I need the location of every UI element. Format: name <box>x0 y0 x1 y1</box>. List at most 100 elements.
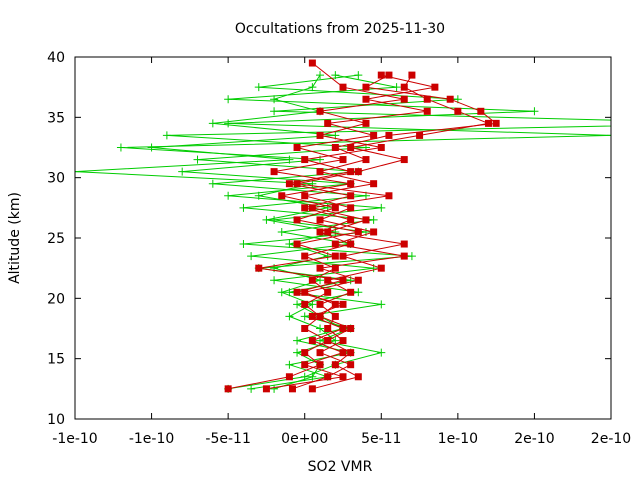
data-point <box>316 276 325 285</box>
data-point <box>255 264 263 272</box>
y-tick-label: 10 <box>47 412 65 428</box>
data-point <box>377 348 386 357</box>
data-point <box>347 204 355 212</box>
data-point <box>339 337 347 345</box>
data-point <box>316 349 324 357</box>
data-series <box>301 71 500 393</box>
data-point <box>392 83 401 92</box>
data-point <box>347 325 355 332</box>
x-tick-label: -5e-11 <box>205 431 250 447</box>
data-point <box>270 107 279 116</box>
data-point <box>285 373 293 381</box>
data-point <box>293 348 302 357</box>
chart-title: Occultations from 2025-11-30 <box>235 21 445 37</box>
data-point <box>331 252 339 260</box>
data-point <box>339 349 347 357</box>
data-point <box>208 179 217 188</box>
data-point <box>277 288 286 297</box>
data-point <box>308 276 316 284</box>
data-point <box>247 384 256 393</box>
data-point <box>147 143 156 152</box>
data-point <box>178 167 187 176</box>
data-point <box>285 240 294 249</box>
x-tick-label: -1e-10 <box>52 431 97 447</box>
data-series <box>255 71 439 393</box>
data-point <box>400 83 408 91</box>
data-point <box>300 312 309 321</box>
data-point <box>293 300 302 309</box>
data-point <box>324 373 332 381</box>
data-point <box>308 337 316 345</box>
data-point <box>331 312 339 320</box>
data-point <box>285 288 294 297</box>
data-point <box>446 95 454 103</box>
data-point <box>308 385 316 393</box>
data-series <box>116 71 611 393</box>
data-point <box>607 131 611 140</box>
data-point <box>331 204 339 212</box>
data-point <box>308 83 317 92</box>
data-point <box>316 361 324 369</box>
data-point <box>339 276 347 284</box>
data-series <box>75 71 340 393</box>
data-point <box>324 228 332 236</box>
data-point <box>324 276 332 284</box>
data-point <box>316 324 325 333</box>
data-point <box>362 119 370 127</box>
x-tick-label: 0e+00 <box>281 431 328 447</box>
data-point <box>339 156 347 164</box>
data-point <box>316 71 325 80</box>
data-point <box>331 144 339 151</box>
data-point <box>385 131 393 139</box>
data-point <box>239 203 248 212</box>
data-point <box>308 312 316 320</box>
data-point <box>347 288 355 296</box>
data-point <box>377 71 385 79</box>
y-tick-label: 40 <box>47 50 65 66</box>
x-tick-label: 5e-11 <box>361 431 401 447</box>
data-point <box>301 252 309 260</box>
data-point <box>316 107 324 115</box>
y-axis: 10 15 20 25 30 35 40 <box>47 50 611 428</box>
x-axis: -1e-10 -1e-10 -5e-11 0e+00 5e-11 1e-10 2e-10 2e… <box>52 57 631 447</box>
data-point <box>308 59 316 67</box>
data-point <box>400 252 408 260</box>
data-point <box>423 107 431 115</box>
data-point <box>293 336 302 345</box>
x-axis-label: SO2 VMR <box>308 459 373 475</box>
data-series <box>162 71 611 393</box>
data-point <box>270 384 279 393</box>
data-point <box>285 360 294 369</box>
data-point <box>301 192 309 200</box>
data-point <box>262 215 271 224</box>
data-point <box>270 215 279 224</box>
y-axis-label: Altitude (km) <box>7 192 23 284</box>
data-point <box>247 252 256 261</box>
y-tick-label: 20 <box>47 291 65 307</box>
data-point <box>530 107 539 116</box>
data-point <box>324 119 332 127</box>
data-point <box>377 203 386 212</box>
data-point <box>492 119 500 127</box>
data-point <box>116 143 125 152</box>
data-point <box>339 300 347 308</box>
data-point <box>293 288 301 296</box>
data-point <box>301 361 309 369</box>
data-point <box>278 192 286 200</box>
data-point <box>208 119 217 128</box>
data-point <box>347 361 355 369</box>
data-point <box>301 325 309 332</box>
data-point <box>316 168 324 176</box>
data-point <box>400 156 408 164</box>
data-point <box>347 168 355 176</box>
x-tick-label: -1e-10 <box>129 431 174 447</box>
data-point <box>408 71 416 79</box>
data-point <box>354 168 362 176</box>
data-point <box>324 337 332 345</box>
data-point <box>369 215 378 224</box>
data-point <box>454 107 462 115</box>
data-point <box>362 83 370 91</box>
data-point <box>193 155 202 164</box>
y-tick-label: 35 <box>47 110 65 126</box>
